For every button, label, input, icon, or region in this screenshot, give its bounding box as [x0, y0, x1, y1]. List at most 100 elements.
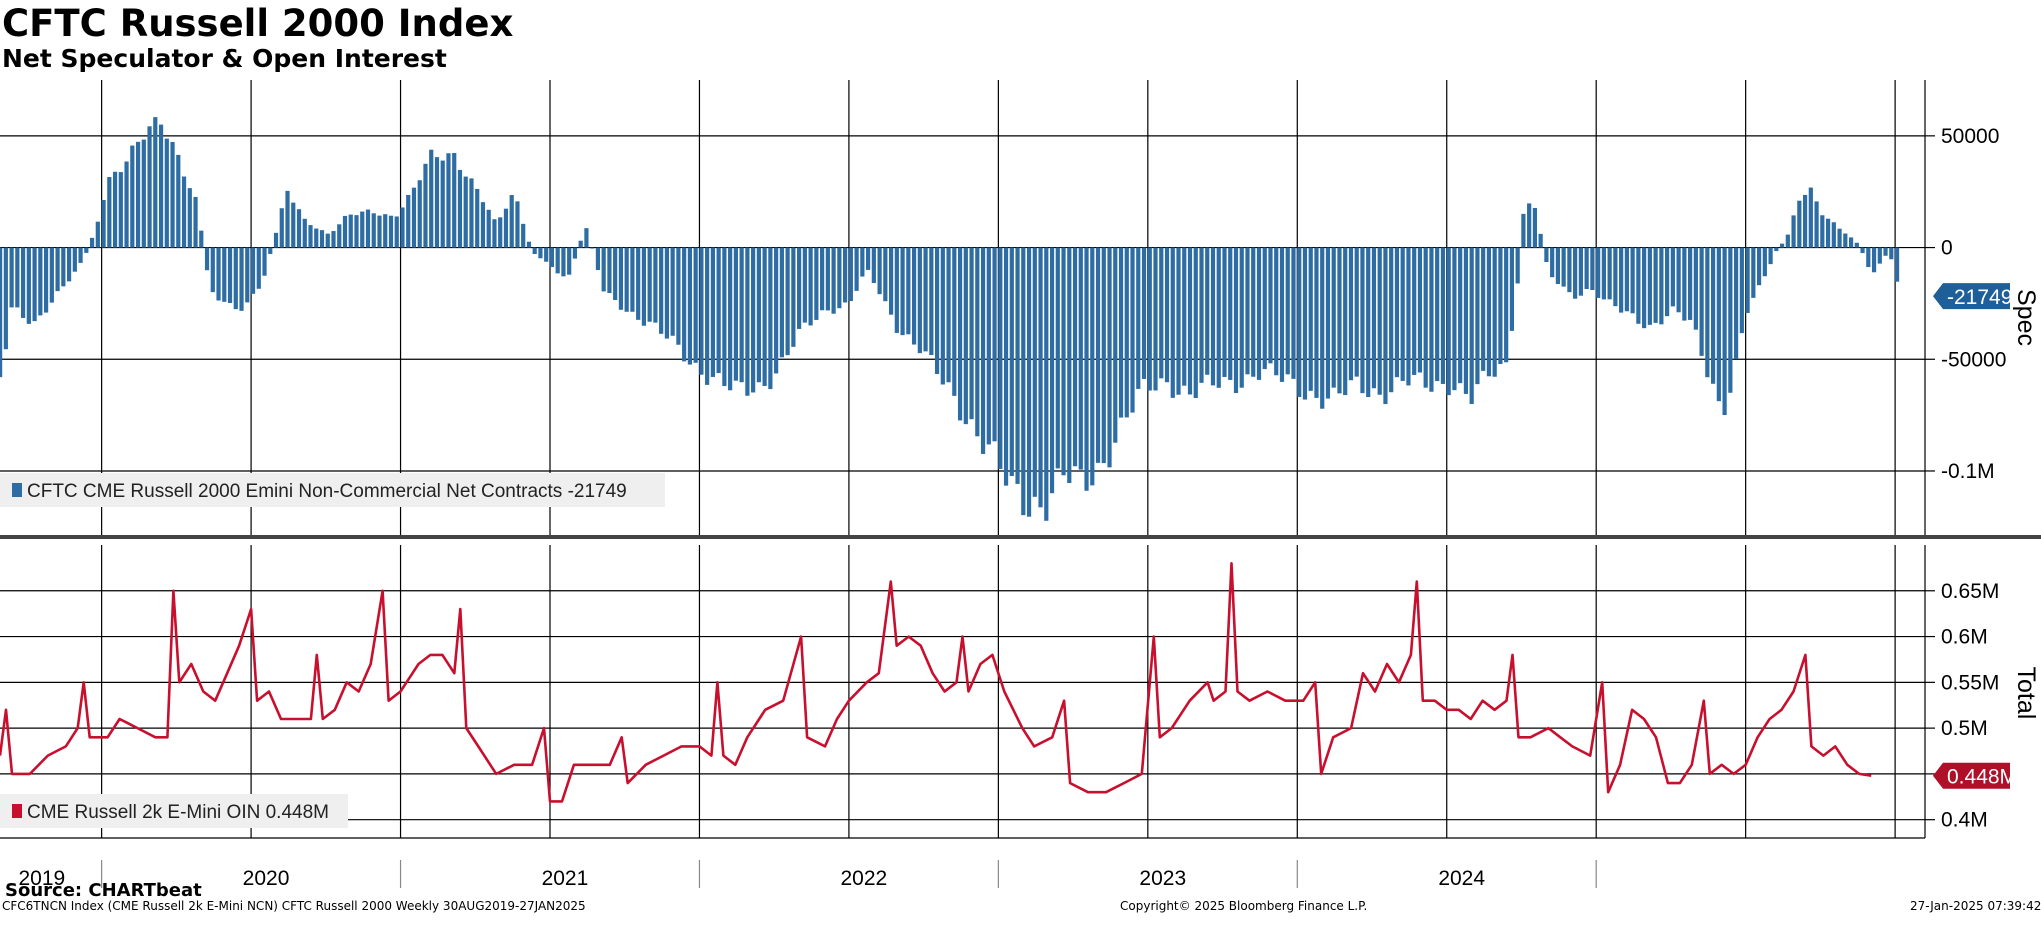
spec-bar: [1452, 247, 1457, 391]
spec-axis-title: Spec: [2012, 289, 2040, 346]
spec-bar: [854, 247, 859, 291]
spec-bar: [1561, 247, 1566, 287]
spec-bar: [1394, 247, 1400, 378]
footer-copyright: Copyright© 2025 Bloomberg Finance L.P.: [1120, 899, 1368, 913]
spec-bar: [486, 209, 491, 248]
spec-bar: [584, 228, 589, 248]
total-line: [0, 561, 1872, 803]
spec-bar: [3, 247, 8, 350]
spec-bar: [49, 247, 54, 303]
spec-bar: [1049, 247, 1055, 494]
spec-bar: [934, 247, 940, 375]
spec-bar: [1682, 247, 1687, 321]
spec-bar: [377, 215, 382, 248]
spec-bar: [911, 247, 917, 345]
spec-bar: [354, 215, 359, 248]
spec-bar: [1544, 247, 1549, 263]
spec-bar: [78, 247, 83, 263]
spec-bar: [716, 247, 721, 374]
spec-bar: [1101, 247, 1106, 464]
spec-bar: [607, 247, 612, 294]
spec-bar: [1147, 247, 1152, 391]
spec-bar: [1785, 234, 1790, 248]
spec-bar: [1527, 203, 1532, 248]
spec-bar: [1458, 247, 1463, 384]
spec-bar: [434, 157, 440, 248]
spec-bar: [1095, 247, 1101, 463]
spec-bar: [1003, 247, 1009, 486]
spec-bar: [411, 187, 417, 248]
spec-bar: [170, 141, 175, 248]
spec-bar: [452, 152, 457, 248]
spec-bar: [1538, 233, 1543, 248]
spec-bar: [147, 126, 152, 248]
spec-bar: [1475, 247, 1480, 385]
total-legend-label: CME Russell 2k E-Mini OIN 0.448M: [27, 802, 329, 823]
spec-panel: 50000 0 -50000 -0.1M -21749 Spec CFTC CME Russ…: [0, 80, 2040, 538]
spec-bar: [1596, 247, 1601, 298]
spec-bar: [469, 178, 474, 248]
spec-bar: [1159, 247, 1164, 379]
y-tick-label: 0: [1941, 237, 1953, 260]
spec-bar: [1820, 215, 1825, 248]
spec-bar: [1026, 247, 1032, 517]
spec-bar: [130, 145, 135, 248]
spec-bar: [1429, 247, 1434, 392]
spec-bar: [1348, 247, 1354, 381]
spec-bar: [1245, 247, 1250, 375]
spec-bar: [1187, 247, 1193, 395]
spec-bar: [308, 225, 313, 248]
spec-bar: [975, 247, 980, 437]
spec-bar: [1090, 247, 1095, 486]
spec-bar: [1377, 247, 1382, 395]
year-label: 2020: [243, 867, 290, 890]
year-label: 2024: [1438, 867, 1485, 890]
spec-bar: [199, 230, 204, 248]
spec-bar: [1573, 247, 1578, 299]
spec-bar: [480, 202, 486, 248]
total-last-value-tag: [1933, 762, 2010, 789]
spec-bar: [1423, 247, 1428, 388]
y-tick-label: 0.4M: [1941, 809, 1988, 832]
spec-bar: [659, 247, 664, 334]
spec-bar: [1555, 247, 1560, 284]
spec-bar: [687, 247, 692, 365]
spec-bar: [0, 247, 3, 378]
spec-bar: [705, 247, 710, 385]
spec-bar: [181, 176, 187, 248]
spec-bar: [1733, 247, 1739, 360]
spec-bar: [1228, 247, 1233, 380]
spec-bar: [1636, 247, 1641, 324]
spec-bar: [1463, 247, 1469, 394]
spec-bar: [618, 247, 624, 310]
spec-bar: [980, 247, 986, 454]
spec-bar: [900, 247, 905, 336]
spec-bar: [1590, 247, 1595, 290]
x-axis: 2019 2020 2021 2022 2023 2024: [0, 837, 1925, 890]
spec-bar: [1141, 247, 1147, 379]
spec-bar: [664, 247, 670, 339]
spec-bar: [555, 247, 560, 274]
spec-bar: [1659, 247, 1664, 325]
year-label: 2023: [1139, 867, 1186, 890]
spec-bar: [946, 247, 951, 383]
total-panel: 0.65M 0.6M 0.55M 0.5M 0.4M 0.448M Total CME Rus…: [0, 545, 2040, 839]
spec-bar: [722, 247, 727, 387]
spec-bar: [26, 247, 31, 324]
spec-bar: [1021, 247, 1026, 516]
spec-bar: [624, 247, 629, 312]
spec-bar: [1584, 247, 1589, 290]
spec-bar: [1762, 247, 1767, 277]
total-legend-box: [0, 794, 348, 828]
spec-bar: [296, 209, 302, 248]
spec-bar: [1124, 247, 1129, 418]
spec-bar: [1728, 247, 1733, 393]
spec-bar: [940, 247, 945, 385]
spec-bar: [187, 188, 192, 248]
spec-bar: [1889, 247, 1894, 260]
spec-bar: [837, 247, 842, 309]
spec-bar: [1153, 247, 1158, 391]
y-tick-label: -50000: [1941, 348, 2006, 371]
spec-bar: [1182, 247, 1187, 386]
year-label: 2022: [840, 867, 887, 890]
